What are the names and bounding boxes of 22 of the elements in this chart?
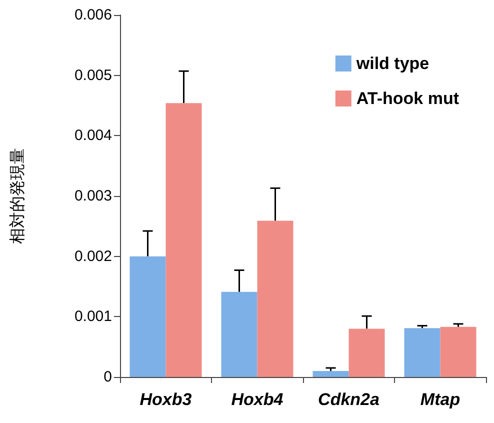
bar <box>257 220 294 377</box>
y-axis-title: 相対的発現量 <box>8 148 26 244</box>
y-tick-label: 0.006 <box>74 6 112 24</box>
bar <box>440 326 476 377</box>
bar <box>130 256 166 377</box>
y-tick-label: 0.005 <box>74 66 112 84</box>
y-tick-label: 0.002 <box>74 248 112 265</box>
bar <box>404 328 440 377</box>
x-tick-label: Hoxb3 <box>140 390 192 409</box>
bar <box>348 328 385 377</box>
legend-label: wild type <box>355 54 430 73</box>
bar <box>166 103 202 377</box>
y-tick-label: 0.001 <box>74 308 112 326</box>
bar <box>312 370 349 377</box>
x-tick-label: Hoxb4 <box>231 390 284 409</box>
x-tick-label: Mtap <box>420 390 460 409</box>
y-tick-label: 0.004 <box>74 127 112 144</box>
x-tick-label: Cdkn2a <box>318 390 380 409</box>
bar <box>221 292 258 377</box>
y-tick-label: 0.003 <box>74 188 112 204</box>
y-tick-label: 0 <box>104 368 112 386</box>
legend-label: AT-hook mut <box>356 89 460 108</box>
